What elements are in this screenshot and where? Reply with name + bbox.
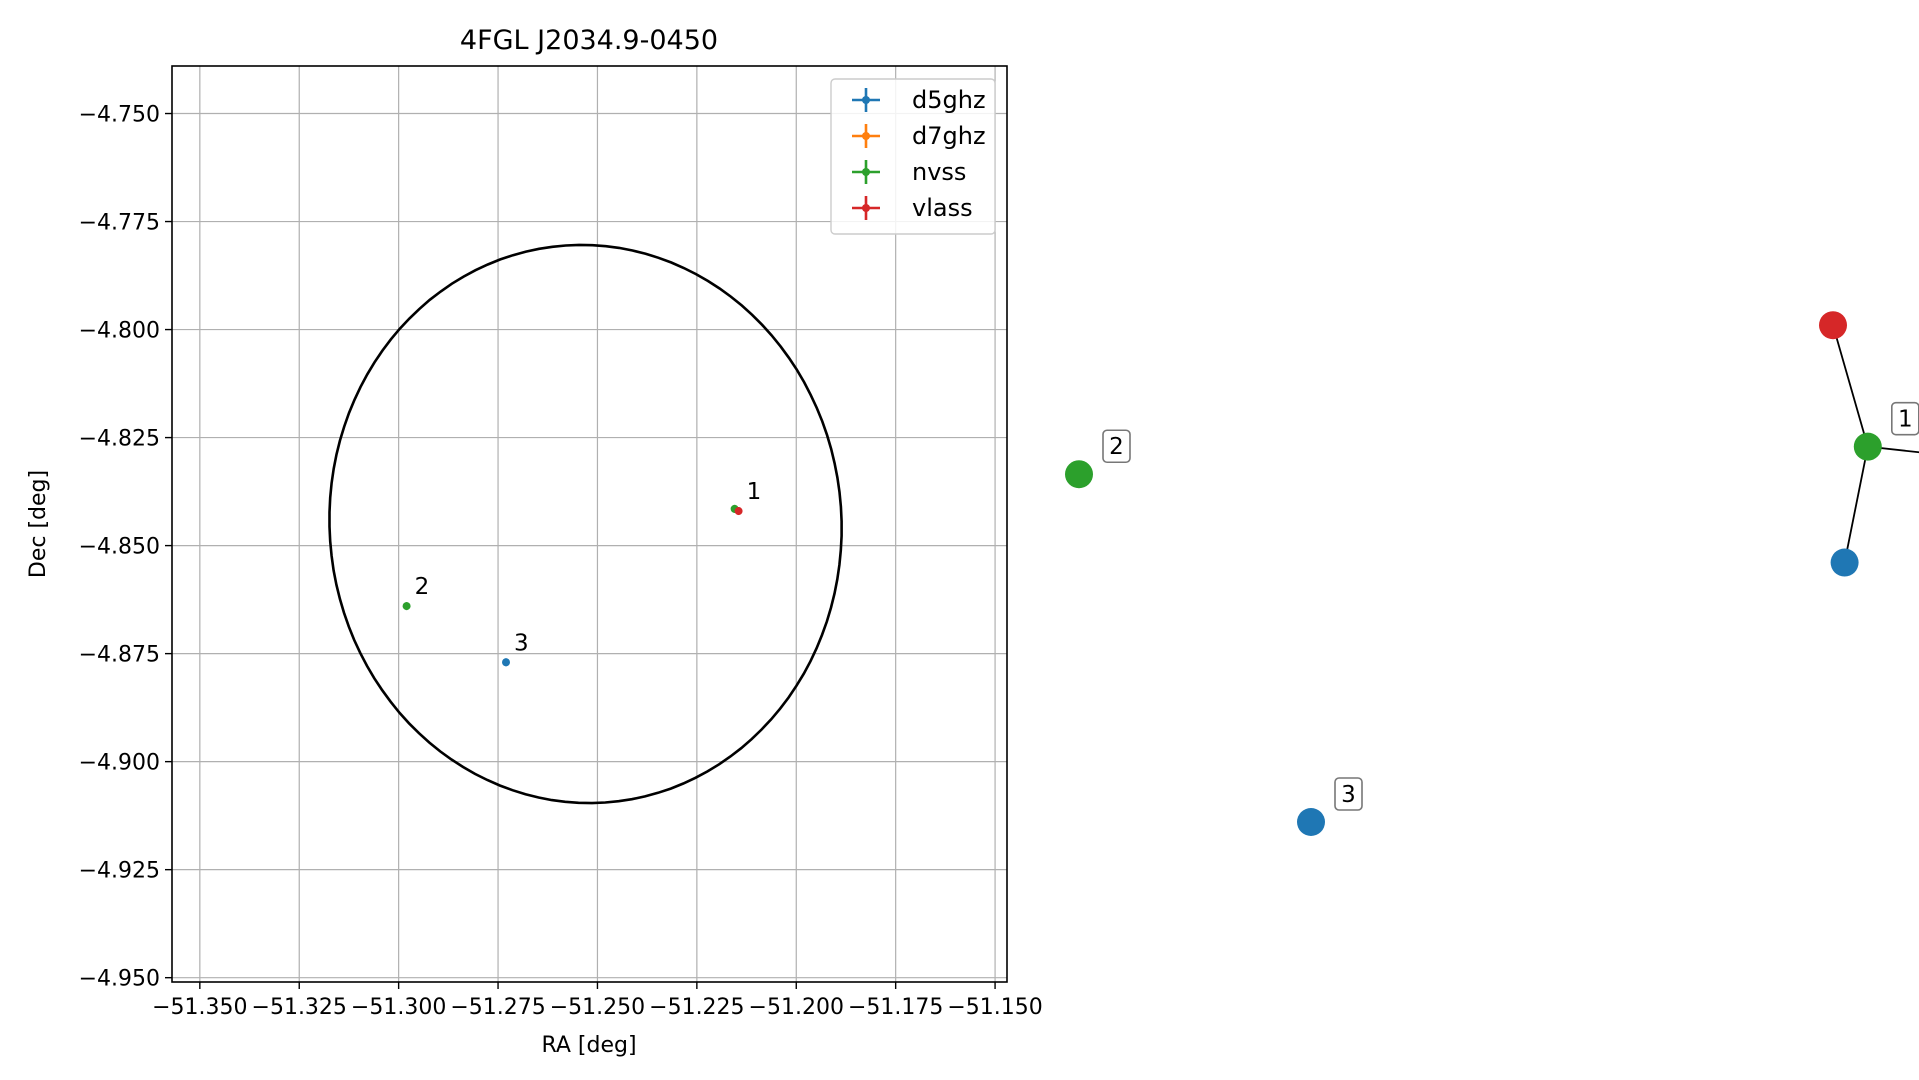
data-point-d5ghz — [502, 658, 510, 667]
grid-lines — [172, 66, 1007, 982]
legend-marker-dot — [862, 204, 870, 212]
y-axis-ticks: −4.750 −4.775 −4.800 −4.825 −4.850 −4.875 −4.9… — [79, 103, 172, 992]
localization-ellipse — [328, 243, 843, 805]
sky-plot: 4FGL J2034.9-0450 123 −51.350 −51.325 −51.… — [26, 25, 1043, 1058]
y-tick-label: −4.750 — [79, 103, 160, 128]
source-label: 1 — [747, 479, 762, 505]
graph-edge — [1867, 445, 1919, 454]
legend-marker-dot — [862, 96, 870, 104]
source-labels: 1 2 3 — [415, 479, 762, 656]
legend-label: nvss — [912, 158, 966, 186]
y-tick-label: −4.925 — [79, 859, 160, 884]
x-axis-label: RA [deg] — [541, 1033, 636, 1058]
y-tick-label: −4.950 — [79, 967, 160, 992]
graph-label-nvss-2: 2 — [1102, 429, 1131, 464]
x-tick-label: −51.200 — [749, 995, 844, 1020]
x-tick-label: −51.275 — [450, 995, 545, 1020]
source-label: 2 — [415, 574, 430, 600]
legend-entry-vlass: vlass — [852, 194, 973, 222]
axes-frame — [171, 65, 1008, 983]
legend-box — [830, 78, 996, 235]
legend-marker-dot — [862, 132, 870, 140]
graph-label-box — [1334, 777, 1363, 811]
graph-label-text: 2 — [1109, 434, 1124, 460]
graph-node-nvss-1 — [1853, 432, 1882, 461]
graph-label-nvss-1: 1 — [1891, 401, 1919, 436]
y-tick-label: −4.875 — [79, 643, 160, 668]
source-label: 3 — [514, 630, 529, 656]
legend-label: d5ghz — [912, 86, 986, 114]
x-tick-label: −51.175 — [848, 995, 943, 1020]
graph-node-vlass-1 — [1819, 311, 1847, 340]
graph-edge — [1843, 446, 1869, 563]
y-tick-label: −4.850 — [79, 535, 160, 560]
graph-nodes — [1065, 311, 1882, 836]
legend-label: d7ghz — [912, 122, 986, 150]
legend-entry-d5ghz: d5ghz — [852, 86, 986, 114]
y-tick-label: −4.775 — [79, 211, 160, 236]
graph-label-text: 1 — [1898, 407, 1913, 433]
graph-label-d5ghz-3: 3 — [1334, 777, 1363, 811]
y-tick-label: −4.900 — [79, 751, 160, 776]
graph-node-d5ghz-1 — [1830, 548, 1859, 577]
legend: d5ghz d7ghz nvss vlass — [830, 78, 996, 235]
x-axis-ticks: −51.350 −51.325 −51.300 −51.275 −51.250 −51.2… — [152, 982, 1043, 1020]
x-tick-label: −51.250 — [550, 995, 645, 1020]
x-tick-label: −51.325 — [252, 995, 347, 1020]
graph-label-box — [1102, 429, 1131, 464]
data-point-vlass — [734, 507, 743, 516]
graph-edge — [1832, 324, 1869, 447]
graph-label-text: 3 — [1341, 782, 1356, 808]
graph-node-nvss-2 — [1065, 460, 1093, 489]
x-tick-label: −51.350 — [152, 995, 247, 1020]
localization-ellipse-layer — [328, 243, 843, 805]
y-tick-label: −4.825 — [79, 427, 160, 452]
data-point-nvss — [402, 602, 411, 611]
chart-title: 4FGL J2034.9-0450 — [460, 25, 718, 56]
graph-edges — [1832, 324, 1919, 563]
legend-entry-nvss: nvss — [852, 158, 966, 186]
graph-node-labels: 1 2 3 — [1102, 401, 1919, 811]
y-axis-label: Dec [deg] — [26, 470, 51, 578]
x-tick-label: −51.300 — [351, 995, 446, 1020]
legend-entry-d7ghz: d7ghz — [852, 122, 986, 150]
graph-node-d5ghz-3 — [1297, 808, 1325, 836]
match-graph: 1 2 3 — [1065, 311, 1919, 836]
x-tick-label: −51.150 — [947, 995, 1042, 1020]
legend-label: vlass — [912, 194, 973, 222]
legend-marker-dot — [862, 168, 870, 176]
x-tick-label: −51.225 — [649, 995, 744, 1020]
source-points — [402, 504, 743, 667]
y-tick-label: −4.800 — [79, 319, 160, 344]
